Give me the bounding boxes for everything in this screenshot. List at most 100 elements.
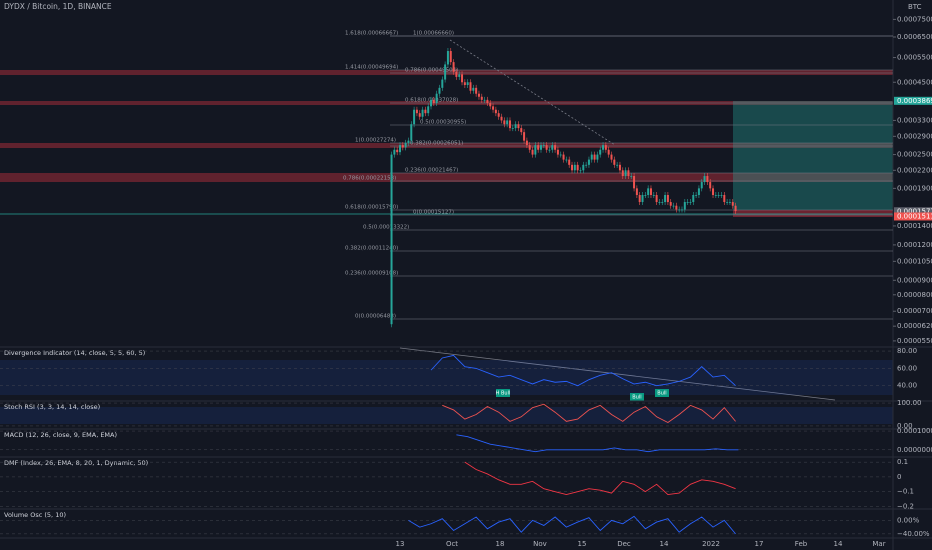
candle [469, 82, 472, 91]
pane-tick-label: 60.00 [897, 364, 917, 372]
y-tick-label: 0.00029000 [897, 132, 932, 140]
candle [432, 99, 435, 104]
candle [494, 109, 497, 114]
candle [618, 164, 621, 171]
div-tag [630, 393, 644, 401]
candle [435, 93, 438, 104]
pane-title: Divergence Indicator (14, close, 5, 5, 6… [4, 349, 145, 357]
x-tick-label: Nov [533, 540, 547, 548]
candle [706, 176, 709, 183]
candle [723, 195, 726, 203]
candle [458, 74, 461, 77]
price-tag [894, 96, 932, 105]
candle [607, 149, 610, 155]
fib-label: 0.786(0.00022153) [343, 176, 396, 182]
candle [593, 154, 596, 160]
candle [528, 145, 531, 150]
x-tick-label: Dec [617, 540, 631, 548]
y-tick-label: 0.00008000 [897, 291, 932, 299]
div-tag-label: Bull [657, 391, 666, 397]
candle [525, 140, 528, 146]
candle [630, 176, 633, 177]
candle [692, 195, 695, 203]
candle [635, 188, 638, 196]
candle [404, 142, 407, 148]
candle [604, 145, 607, 150]
candle [545, 145, 548, 150]
candle [523, 132, 526, 141]
y-tick-label: 0.00075000 [897, 15, 932, 23]
candle [703, 176, 706, 183]
candle [700, 182, 703, 189]
y-tick-label: 0.00065000 [897, 33, 932, 41]
symbol-title: DYDX / Bitcoin, 1D, BINANCE [4, 2, 112, 11]
candle [520, 128, 523, 133]
x-tick-label: 13 [396, 540, 405, 548]
candle [633, 176, 636, 189]
candle [517, 124, 520, 129]
candle [415, 109, 418, 114]
fib-label: 0(0.00015127) [413, 210, 454, 216]
candle [486, 99, 489, 104]
price-tag [894, 207, 932, 216]
candle [602, 145, 605, 150]
fib-label: 0.5(0.00013322) [363, 225, 409, 231]
x-tick-label: 15 [578, 540, 587, 548]
candle [709, 182, 712, 189]
candle [427, 106, 430, 114]
zone [0, 143, 893, 148]
candle [587, 159, 590, 165]
y-tick-label: 0.00019000 [897, 184, 932, 192]
zone [0, 173, 893, 182]
price-tag-label: 0.00015773 [897, 207, 932, 215]
candle [672, 205, 675, 207]
candle [475, 87, 478, 94]
candle [396, 149, 399, 153]
y-tick-label: 0.00055000 [897, 54, 932, 62]
candle [500, 116, 503, 121]
candle [728, 202, 731, 203]
div-band [0, 360, 893, 395]
candle [644, 195, 647, 196]
candle [449, 51, 452, 63]
candle [641, 195, 644, 203]
candle [413, 109, 416, 125]
y-tick-label: 0.00014000 [897, 222, 932, 230]
y-tick-label: 0.00006200 [897, 322, 932, 330]
candle [399, 145, 401, 153]
candle [497, 113, 500, 117]
fib-label: 1(0.00066660) [413, 31, 454, 37]
price-tag-label: 0.00038698 [897, 97, 932, 105]
candle [548, 149, 551, 151]
indicator-line [442, 403, 736, 424]
candle [664, 195, 667, 203]
pane-tick-label: −0.2 [897, 502, 914, 510]
candle [647, 188, 650, 196]
candle [681, 209, 683, 211]
candle [734, 205, 737, 212]
candle [638, 195, 641, 203]
candle [599, 149, 602, 155]
zone [0, 70, 893, 75]
fib-label: 0.5(0.00030955) [420, 120, 466, 126]
indicator-line [430, 354, 736, 387]
candle [596, 154, 599, 160]
candle [573, 164, 576, 171]
candle [655, 195, 658, 203]
pane-tick-label: −40.00% [897, 530, 930, 538]
stoch-band [0, 407, 893, 424]
candle [556, 149, 559, 155]
candle [446, 51, 449, 65]
fib-label: 0.618(0.00015790) [345, 205, 398, 211]
candle [649, 188, 652, 196]
candle [678, 209, 681, 211]
x-tick-label: 14 [660, 540, 669, 548]
x-tick-label: 14 [834, 540, 843, 548]
candle [503, 120, 506, 125]
candle [534, 145, 537, 155]
candle [466, 82, 469, 86]
fib-label: 1(0.00027274) [355, 138, 396, 144]
pane-tick-label: 0.00% [897, 516, 920, 524]
pane-tick-label: 80.00 [897, 347, 917, 355]
candle [621, 170, 624, 177]
